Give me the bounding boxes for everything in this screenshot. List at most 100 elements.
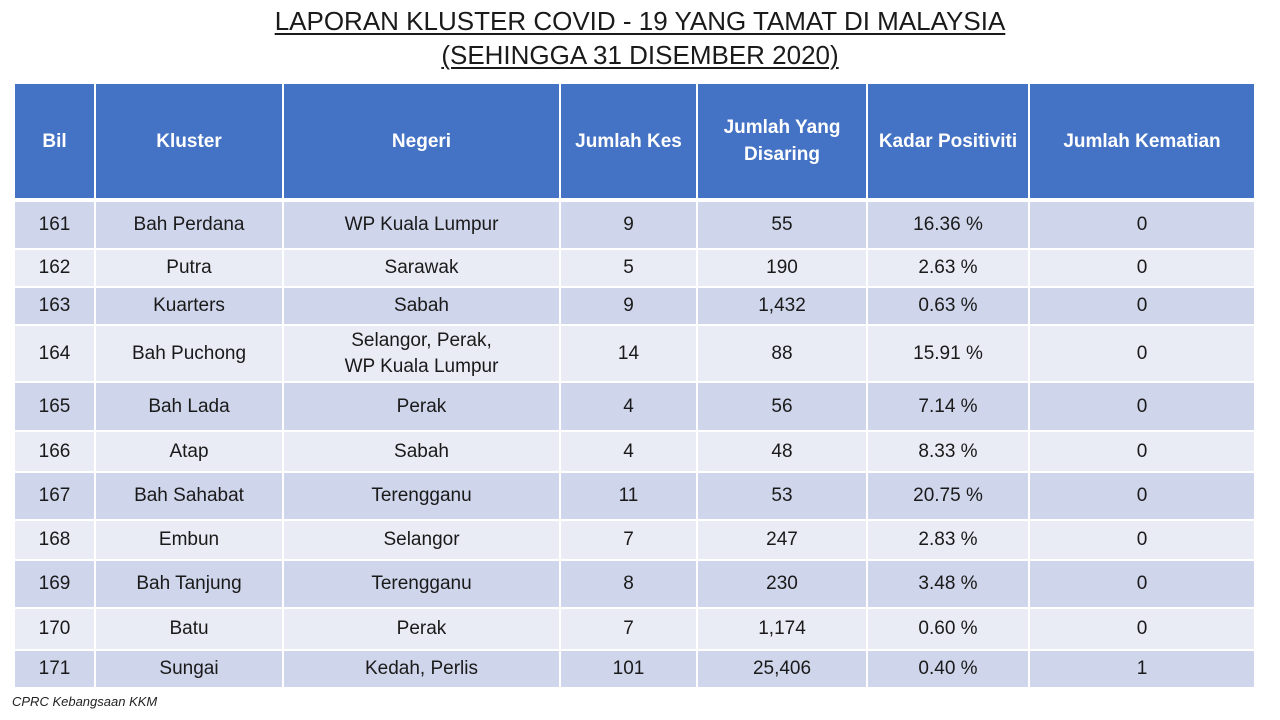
table-row: 169 Bah Tanjung Terengganu 8 230 3.48 % … xyxy=(15,560,1254,609)
source-note: CPRC Kebangsaan KKM xyxy=(12,694,158,709)
cell-kadar-positiviti: 8.33 % xyxy=(867,431,1030,473)
header-bil: Bil xyxy=(15,84,96,202)
cell-kluster: Atap xyxy=(95,431,284,473)
cell-bil: 171 xyxy=(15,650,96,689)
title-line-2: (SEHINGGA 31 DISEMBER 2020) xyxy=(441,40,839,70)
header-jumlah-disaring-line-2: Disaring xyxy=(743,144,821,165)
title-line-1: LAPORAN KLUSTER COVID - 19 YANG TAMAT DI… xyxy=(274,6,1006,36)
cell-bil: 165 xyxy=(15,382,96,432)
table-row: 171 Sungai Kedah, Perlis 101 25,406 0.40… xyxy=(15,650,1254,689)
cell-negeri: Kedah, Perlis xyxy=(283,650,561,689)
cell-kadar-positiviti: 15.91 % xyxy=(867,325,1030,383)
cell-jumlah-kematian: 0 xyxy=(1029,472,1254,521)
table-row: 165 Bah Lada Perak 4 56 7.14 % 0 xyxy=(15,382,1254,432)
cell-jumlah-disaring: 1,432 xyxy=(697,287,868,326)
cell-bil: 166 xyxy=(15,431,96,473)
cell-jumlah-kes: 11 xyxy=(560,472,698,521)
cell-kadar-positiviti: 0.40 % xyxy=(867,650,1030,689)
table-row: 161 Bah Perdana WP Kuala Lumpur 9 55 16.… xyxy=(15,200,1254,250)
cell-jumlah-kes: 7 xyxy=(560,520,698,561)
header-negeri: Negeri xyxy=(283,84,561,202)
cell-bil: 162 xyxy=(15,249,96,288)
header-jumlah-kes: Jumlah Kes xyxy=(560,84,698,202)
cell-kadar-positiviti: 0.63 % xyxy=(867,287,1030,326)
cell-kluster: Embun xyxy=(95,520,284,561)
cell-jumlah-kes: 8 xyxy=(560,560,698,609)
table-row: 163 Kuarters Sabah 9 1,432 0.63 % 0 xyxy=(15,287,1254,326)
cell-jumlah-kes: 101 xyxy=(560,650,698,689)
cell-jumlah-kematian: 0 xyxy=(1029,608,1254,651)
report-title: LAPORAN KLUSTER COVID - 19 YANG TAMAT DI… xyxy=(0,4,1280,72)
cell-jumlah-disaring: 88 xyxy=(697,325,868,383)
cell-jumlah-kematian: 0 xyxy=(1029,200,1254,250)
header-jumlah-kematian: Jumlah Kematian xyxy=(1029,84,1254,202)
cell-jumlah-disaring: 53 xyxy=(697,472,868,521)
cell-bil: 167 xyxy=(15,472,96,521)
header-kadar-positiviti: Kadar Positiviti xyxy=(867,84,1030,202)
cell-bil: 164 xyxy=(15,325,96,383)
cell-negeri: Sabah xyxy=(283,431,561,473)
cell-jumlah-kematian: 0 xyxy=(1029,382,1254,432)
cell-kluster: Bah Lada xyxy=(95,382,284,432)
cell-kluster: Batu xyxy=(95,608,284,651)
table-row: 164 Bah Puchong Selangor, Perak, WP Kual… xyxy=(15,325,1254,383)
table-row: 166 Atap Sabah 4 48 8.33 % 0 xyxy=(15,431,1254,473)
cell-bil: 163 xyxy=(15,287,96,326)
cell-jumlah-kematian: 0 xyxy=(1029,287,1254,326)
cell-bil: 169 xyxy=(15,560,96,609)
cell-jumlah-disaring: 190 xyxy=(697,249,868,288)
cell-negeri: Perak xyxy=(283,608,561,651)
cell-negeri: Terengganu xyxy=(283,560,561,609)
cell-negeri: WP Kuala Lumpur xyxy=(283,200,561,250)
table-row: 170 Batu Perak 7 1,174 0.60 % 0 xyxy=(15,608,1254,651)
cell-bil: 170 xyxy=(15,608,96,651)
cell-jumlah-kematian: 0 xyxy=(1029,431,1254,473)
cell-negeri: Sabah xyxy=(283,287,561,326)
cell-negeri: Selangor xyxy=(283,520,561,561)
cell-jumlah-kes: 4 xyxy=(560,382,698,432)
table-header: Bil Kluster Negeri Jumlah Kes Jumlah Yan… xyxy=(15,84,1254,202)
header-jumlah-disaring: Jumlah Yang Disaring xyxy=(697,84,868,202)
cell-kadar-positiviti: 20.75 % xyxy=(867,472,1030,521)
cell-jumlah-disaring: 56 xyxy=(697,382,868,432)
cell-jumlah-kematian: 0 xyxy=(1029,249,1254,288)
cell-negeri-line-1: Selangor, Perak, xyxy=(351,329,492,351)
cell-jumlah-kes: 7 xyxy=(560,608,698,651)
cell-jumlah-disaring: 48 xyxy=(697,431,868,473)
cell-kadar-positiviti: 3.48 % xyxy=(867,560,1030,609)
cell-kluster: Bah Perdana xyxy=(95,200,284,250)
cell-negeri: Sarawak xyxy=(283,249,561,288)
cell-jumlah-kes: 14 xyxy=(560,325,698,383)
cell-negeri: Perak xyxy=(283,382,561,432)
cell-bil: 168 xyxy=(15,520,96,561)
cell-jumlah-kematian: 0 xyxy=(1029,560,1254,609)
header-row: Bil Kluster Negeri Jumlah Kes Jumlah Yan… xyxy=(15,84,1254,202)
cell-jumlah-disaring: 247 xyxy=(697,520,868,561)
cell-jumlah-kes: 9 xyxy=(560,200,698,250)
cell-negeri: Selangor, Perak, WP Kuala Lumpur xyxy=(283,325,561,383)
cell-kluster: Putra xyxy=(95,249,284,288)
table-row: 167 Bah Sahabat Terengganu 11 53 20.75 %… xyxy=(15,472,1254,521)
header-kluster: Kluster xyxy=(95,84,284,202)
cell-jumlah-kematian: 1 xyxy=(1029,650,1254,689)
table-row: 162 Putra Sarawak 5 190 2.63 % 0 xyxy=(15,249,1254,288)
cell-kluster: Bah Sahabat xyxy=(95,472,284,521)
cell-kluster: Kuarters xyxy=(95,287,284,326)
cell-kluster: Sungai xyxy=(95,650,284,689)
cell-jumlah-kematian: 0 xyxy=(1029,520,1254,561)
cell-kadar-positiviti: 2.63 % xyxy=(867,249,1030,288)
cell-kadar-positiviti: 7.14 % xyxy=(867,382,1030,432)
cell-jumlah-kes: 4 xyxy=(560,431,698,473)
table-body: 161 Bah Perdana WP Kuala Lumpur 9 55 16.… xyxy=(15,200,1254,689)
cell-kadar-positiviti: 2.83 % xyxy=(867,520,1030,561)
header-jumlah-disaring-line-1: Jumlah Yang xyxy=(723,117,841,138)
cell-kadar-positiviti: 16.36 % xyxy=(867,200,1030,250)
cell-jumlah-disaring: 230 xyxy=(697,560,868,609)
cell-jumlah-kematian: 0 xyxy=(1029,325,1254,383)
cell-kluster: Bah Tanjung xyxy=(95,560,284,609)
cluster-table: Bil Kluster Negeri Jumlah Kes Jumlah Yan… xyxy=(15,84,1254,689)
cell-negeri: Terengganu xyxy=(283,472,561,521)
cell-jumlah-disaring: 25,406 xyxy=(697,650,868,689)
table-row: 168 Embun Selangor 7 247 2.83 % 0 xyxy=(15,520,1254,561)
